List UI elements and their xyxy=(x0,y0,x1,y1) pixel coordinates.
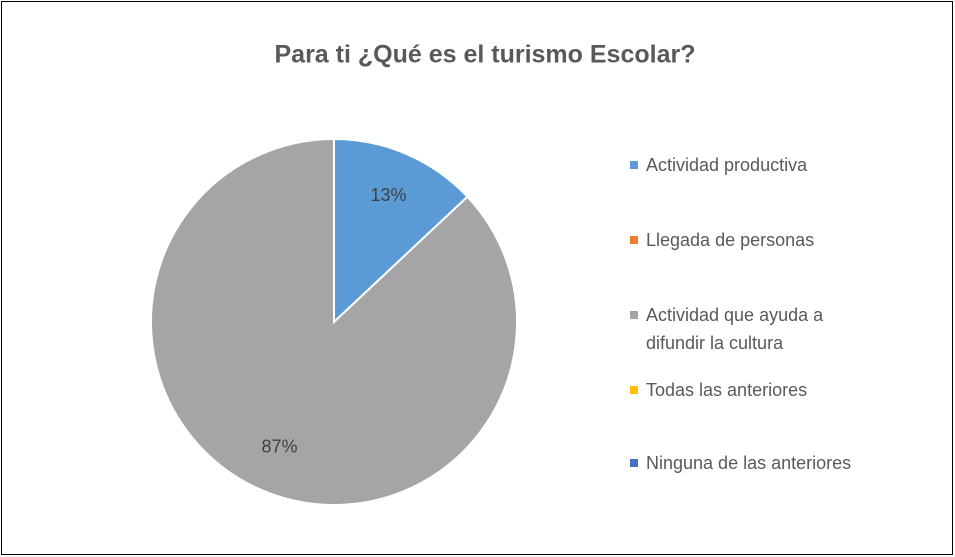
legend-swatch xyxy=(630,161,638,169)
data-label: 87% xyxy=(261,437,297,457)
legend-label: Todas las anteriores xyxy=(646,380,808,400)
legend-label: Ninguna de las anteriores xyxy=(646,453,852,473)
legend-item: Todas las anteriores xyxy=(630,376,930,404)
legend-swatch xyxy=(630,459,638,467)
legend-swatch xyxy=(630,386,638,394)
legend-item: Actividad productiva xyxy=(630,151,930,179)
legend-item: Ninguna de las anteriores xyxy=(630,449,930,477)
pie-slice xyxy=(333,137,469,325)
legend-swatch xyxy=(630,236,638,244)
legend-item: Llegada de personas xyxy=(630,226,930,254)
legend-swatch xyxy=(630,311,638,319)
legend-label: Actividad productiva xyxy=(646,155,808,175)
legend-label: Llegada de personas xyxy=(646,230,815,250)
legend-item: Actividad que ayuda a difundir la cultur… xyxy=(630,301,930,357)
data-label: 13% xyxy=(370,185,406,205)
legend-label: Actividad que ayuda a difundir la cultur… xyxy=(646,305,824,353)
pie-slice xyxy=(150,137,518,506)
chart-title: Para ti ¿Qué es el turismo Escolar? xyxy=(275,41,696,69)
